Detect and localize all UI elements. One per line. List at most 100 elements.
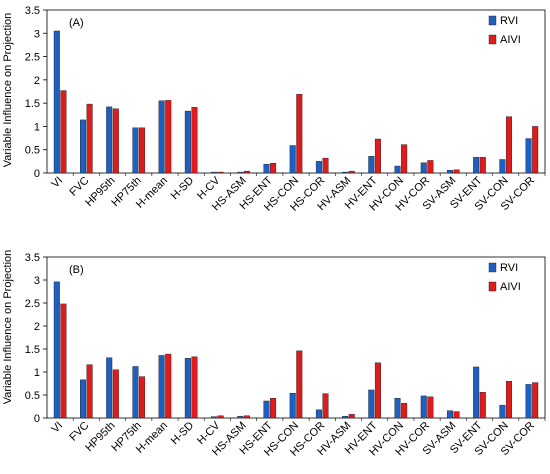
bar-aivi-hs-con (296, 350, 303, 419)
bar-rvi-sv-ent (473, 366, 480, 419)
bar-rvi-hs-asm (237, 171, 244, 174)
bar-rvi-hv-con (394, 165, 401, 174)
bar-rvi-hs-ent (263, 400, 270, 419)
bar-rvi-sv-asm (446, 170, 453, 174)
bar-aivi-h-mean (165, 100, 172, 174)
bar-rvi-hs-asm (237, 415, 244, 419)
bar-aivi-h-sd (191, 107, 198, 174)
bar-aivi-sv-con (505, 381, 512, 419)
bar-rvi-sv-cor (525, 384, 532, 419)
bar-rvi-hs-con (289, 392, 296, 419)
bar-rvi-h-mean (158, 355, 165, 419)
bar-rvi-sv-con (499, 159, 506, 174)
legend-label-rvi: RVI (500, 262, 518, 274)
y-tick-label: 1.5 (25, 344, 40, 356)
legend-label-aivi: AIVI (500, 281, 521, 293)
bar-aivi-h-mean (165, 353, 172, 419)
y-tick-label: 2 (34, 321, 40, 333)
y-tick-label: 1.5 (25, 98, 40, 110)
bar-rvi-h-sd (184, 358, 191, 419)
panel-label-b: (B) (69, 264, 84, 276)
bar-rvi-fvc (80, 119, 87, 174)
y-axis-label-a: Variable Influence on Projection (2, 13, 14, 168)
bar-aivi-sv-ent (479, 392, 486, 419)
legend-label-aivi: AIVI (500, 34, 521, 46)
bar-aivi-fvc (86, 103, 93, 174)
bar-aivi-hs-ent (270, 163, 277, 174)
bar-aivi-vi (60, 90, 67, 174)
legend-swatch-aivi (488, 281, 497, 292)
legend-label-rvi: RVI (500, 15, 518, 27)
bar-rvi-hv-cor (420, 395, 427, 419)
bar-aivi-sv-cor (532, 382, 539, 419)
bar-aivi-hv-ent (374, 138, 381, 174)
bar-aivi-hs-asm (243, 170, 250, 174)
bar-rvi-h-mean (158, 100, 165, 174)
legend-swatch-rvi (488, 262, 497, 273)
y-axis-label-b: Variable Influence on Projection (2, 250, 14, 405)
x-tick-label: H-SD (169, 175, 197, 203)
bar-rvi-h-cv (211, 171, 218, 174)
bar-rvi-hv-ent (368, 389, 375, 419)
legend-swatch-aivi (488, 34, 497, 45)
y-tick-label: 0 (34, 413, 40, 425)
bar-aivi-hv-asm (348, 170, 355, 174)
bar-rvi-sv-cor (525, 138, 532, 174)
bar-aivi-sv-con (505, 116, 512, 174)
bar-rvi-vi (53, 30, 60, 174)
bar-aivi-sv-ent (479, 156, 486, 174)
bar-aivi-h-sd (191, 356, 198, 419)
plot-frame-b (46, 256, 546, 419)
bar-aivi-hp75th (139, 127, 146, 174)
bar-aivi-hv-cor (427, 396, 434, 419)
y-tick-label: 2.5 (25, 52, 40, 64)
x-tick-label: VI (49, 420, 65, 436)
y-tick-label: 2.5 (25, 298, 40, 310)
y-tick-label: 0.5 (25, 390, 40, 402)
bar-aivi-hv-con (401, 144, 408, 174)
y-tick-label: 3 (34, 28, 40, 40)
bar-aivi-hv-cor (427, 160, 434, 174)
bar-rvi-hv-con (394, 398, 401, 419)
bar-rvi-fvc (80, 379, 87, 419)
bar-aivi-hs-con (296, 94, 303, 174)
y-tick-label: 1 (34, 121, 40, 133)
bar-rvi-hp75th (132, 127, 139, 174)
plot-frame-a (46, 9, 546, 174)
y-tick-label: 1 (34, 367, 40, 379)
bar-aivi-hs-asm (243, 415, 250, 419)
bar-aivi-fvc (86, 364, 93, 419)
bar-rvi-sv-asm (446, 410, 453, 419)
bar-rvi-hp75th (132, 366, 139, 419)
bar-rvi-hs-con (289, 145, 296, 174)
y-tick-label: 0.5 (25, 145, 40, 157)
bar-rvi-hp95th (106, 357, 113, 419)
bar-rvi-hv-asm (342, 171, 349, 174)
bar-rvi-sv-ent (473, 156, 480, 174)
bar-rvi-vi (53, 281, 60, 419)
bar-rvi-h-sd (184, 110, 191, 174)
bar-aivi-hs-cor (322, 157, 329, 174)
panel-label-a: (A) (69, 17, 84, 29)
bar-aivi-hp75th (139, 376, 146, 419)
bar-aivi-sv-asm (453, 411, 460, 419)
y-tick-label: 3.5 (25, 252, 40, 264)
bar-rvi-hv-asm (342, 415, 349, 419)
bar-aivi-hs-cor (322, 393, 329, 419)
bar-rvi-hv-cor (420, 162, 427, 174)
y-tick-label: 3.5 (25, 5, 40, 17)
bar-aivi-sv-cor (532, 126, 539, 174)
bar-aivi-hv-ent (374, 362, 381, 419)
bar-rvi-hv-ent (368, 156, 375, 174)
bar-aivi-h-cv (217, 415, 224, 419)
x-tick-label: VI (49, 175, 65, 191)
bar-rvi-sv-con (499, 404, 506, 419)
bar-rvi-hs-ent (263, 163, 270, 174)
legend-swatch-rvi (488, 15, 497, 26)
bar-rvi-hp95th (106, 106, 113, 174)
bar-rvi-hs-cor (315, 161, 322, 174)
bar-aivi-hv-con (401, 403, 408, 419)
y-tick-label: 0 (34, 168, 40, 180)
bar-aivi-hs-ent (270, 398, 277, 419)
